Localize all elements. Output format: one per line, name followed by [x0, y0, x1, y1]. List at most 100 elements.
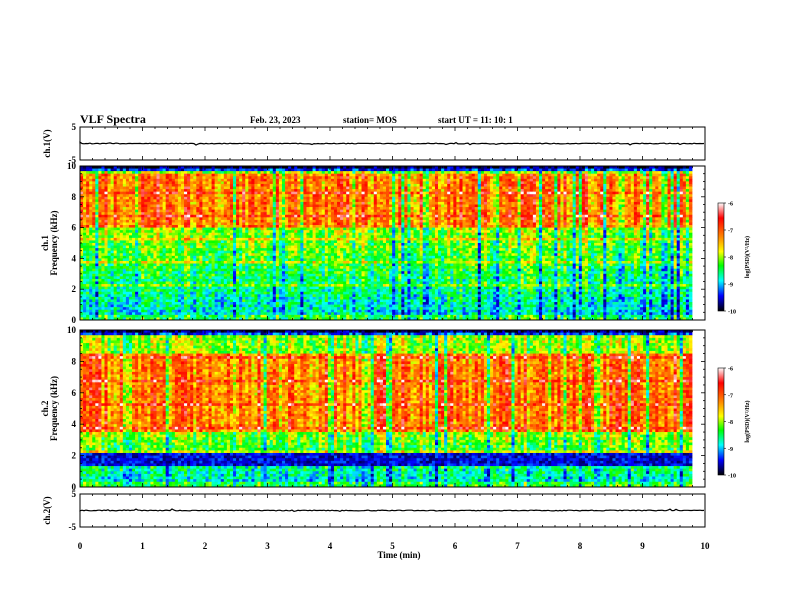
spectrogram-cell [343, 212, 346, 215]
spectrogram-cell [98, 205, 101, 208]
spectrogram-cell [664, 194, 667, 197]
spectrogram-cell [579, 207, 582, 210]
spectrogram-cell [680, 207, 683, 210]
spectrogram-cell [619, 222, 622, 225]
spectrogram-cell [438, 215, 441, 218]
spectrogram-cell [502, 205, 505, 208]
spectrogram-cell [239, 192, 242, 195]
spectrogram-cell [135, 225, 138, 228]
spectrogram-cell [466, 174, 469, 177]
spectrogram-cell [423, 220, 426, 223]
spectrogram-cell [649, 197, 652, 200]
spectrogram-cell [285, 207, 288, 210]
spectrogram-cell [129, 171, 132, 174]
spectrogram-cell [362, 194, 365, 197]
spectrogram-cell [432, 199, 435, 202]
spectrogram-cell [466, 202, 469, 205]
spectrogram-cell [487, 205, 490, 208]
spectrogram-cell [175, 194, 178, 197]
spectrogram-cell [172, 210, 175, 213]
spectrogram-cell [677, 199, 680, 202]
spectrogram-cell [83, 215, 86, 218]
spectrogram-cell [147, 220, 150, 223]
spectrogram-cell [404, 169, 407, 172]
spectrogram-cell [89, 197, 92, 200]
spectrogram-cell [221, 220, 224, 223]
spectrogram-cell [310, 197, 313, 200]
spectrogram-cell [297, 176, 300, 179]
spectrogram-cell [184, 169, 187, 172]
spectrogram-cell [377, 215, 380, 218]
spectrogram-cell [306, 179, 309, 182]
spectrogram-cell [169, 222, 172, 225]
spectrogram-cell [254, 217, 257, 220]
spectrogram-cell [248, 179, 251, 182]
spectrogram-cell [346, 217, 349, 220]
spectrogram-cell [230, 181, 233, 184]
spectrogram-cell [86, 181, 89, 184]
spectrogram-cell [616, 199, 619, 202]
spectrogram-cell [218, 225, 221, 228]
spectrogram-cell [573, 225, 576, 228]
spectrogram-cell [524, 174, 527, 177]
spectrogram-cell [157, 179, 160, 182]
spectrogram-cell [417, 184, 420, 187]
spectrogram-cell [548, 197, 551, 200]
spectrogram-cell [126, 225, 129, 228]
spectrogram-cell [340, 181, 343, 184]
spectrogram-cell [328, 205, 331, 208]
spectrogram-cell [655, 199, 658, 202]
spectrogram-cell [600, 217, 603, 220]
spectrogram-cell [542, 174, 545, 177]
spectrogram-cell [487, 222, 490, 225]
spectrogram-cell [215, 222, 218, 225]
spectrogram-cell [337, 222, 340, 225]
spectrogram-cell [554, 192, 557, 195]
spectrogram-cell [365, 212, 368, 215]
spectrogram-cell [178, 169, 181, 172]
spectrogram-cell [395, 176, 398, 179]
spectrogram-cell [649, 199, 652, 202]
spectrogram-cell [628, 210, 631, 213]
spectrogram-cell [209, 215, 212, 218]
spectrogram-cell [579, 174, 582, 177]
spectrogram-cell [368, 192, 371, 195]
spectrogram-cell [257, 207, 260, 210]
spectrogram-cell [527, 210, 530, 213]
spectrogram-cell [536, 199, 539, 202]
spectrogram-cell [668, 207, 671, 210]
spectrogram-cell [319, 205, 322, 208]
spectrogram-cell [316, 205, 319, 208]
spectrogram-cell [334, 222, 337, 225]
spectrogram-cell [484, 192, 487, 195]
spectrogram-cell [199, 220, 202, 223]
spectrogram-cell [453, 197, 456, 200]
spectrogram-cell [576, 194, 579, 197]
spectrogram-cell [563, 184, 566, 187]
spectrogram-cell [264, 181, 267, 184]
spectrogram-cell [576, 176, 579, 179]
spectrogram-cell [499, 222, 502, 225]
spectrogram-cell [374, 225, 377, 228]
spectrogram-cell [285, 187, 288, 190]
spectrogram-cell [652, 199, 655, 202]
spectrogram-cell [527, 199, 530, 202]
spectrogram-cell [279, 189, 282, 192]
spectrogram-cell [582, 194, 585, 197]
spectrogram-cell [276, 169, 279, 172]
spectrogram-cell [117, 222, 120, 225]
spectrogram-cell [493, 225, 496, 228]
spectrogram-cell [420, 217, 423, 220]
spectrogram-cell [343, 189, 346, 192]
spectrogram-cell [407, 194, 410, 197]
spectrogram-cell [89, 189, 92, 192]
spectrogram-cell [209, 225, 212, 228]
spectrogram-cell [420, 189, 423, 192]
spectrogram-cell [254, 192, 257, 195]
spectrogram-cell [303, 215, 306, 218]
spectrogram-cell [89, 215, 92, 218]
spectrogram-cell [202, 194, 205, 197]
spectrogram-cell [254, 202, 257, 205]
spectrogram-cell [481, 184, 484, 187]
spectrogram-cell [612, 225, 615, 228]
